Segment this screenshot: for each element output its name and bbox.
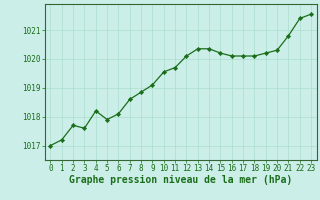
X-axis label: Graphe pression niveau de la mer (hPa): Graphe pression niveau de la mer (hPa) [69,175,292,185]
